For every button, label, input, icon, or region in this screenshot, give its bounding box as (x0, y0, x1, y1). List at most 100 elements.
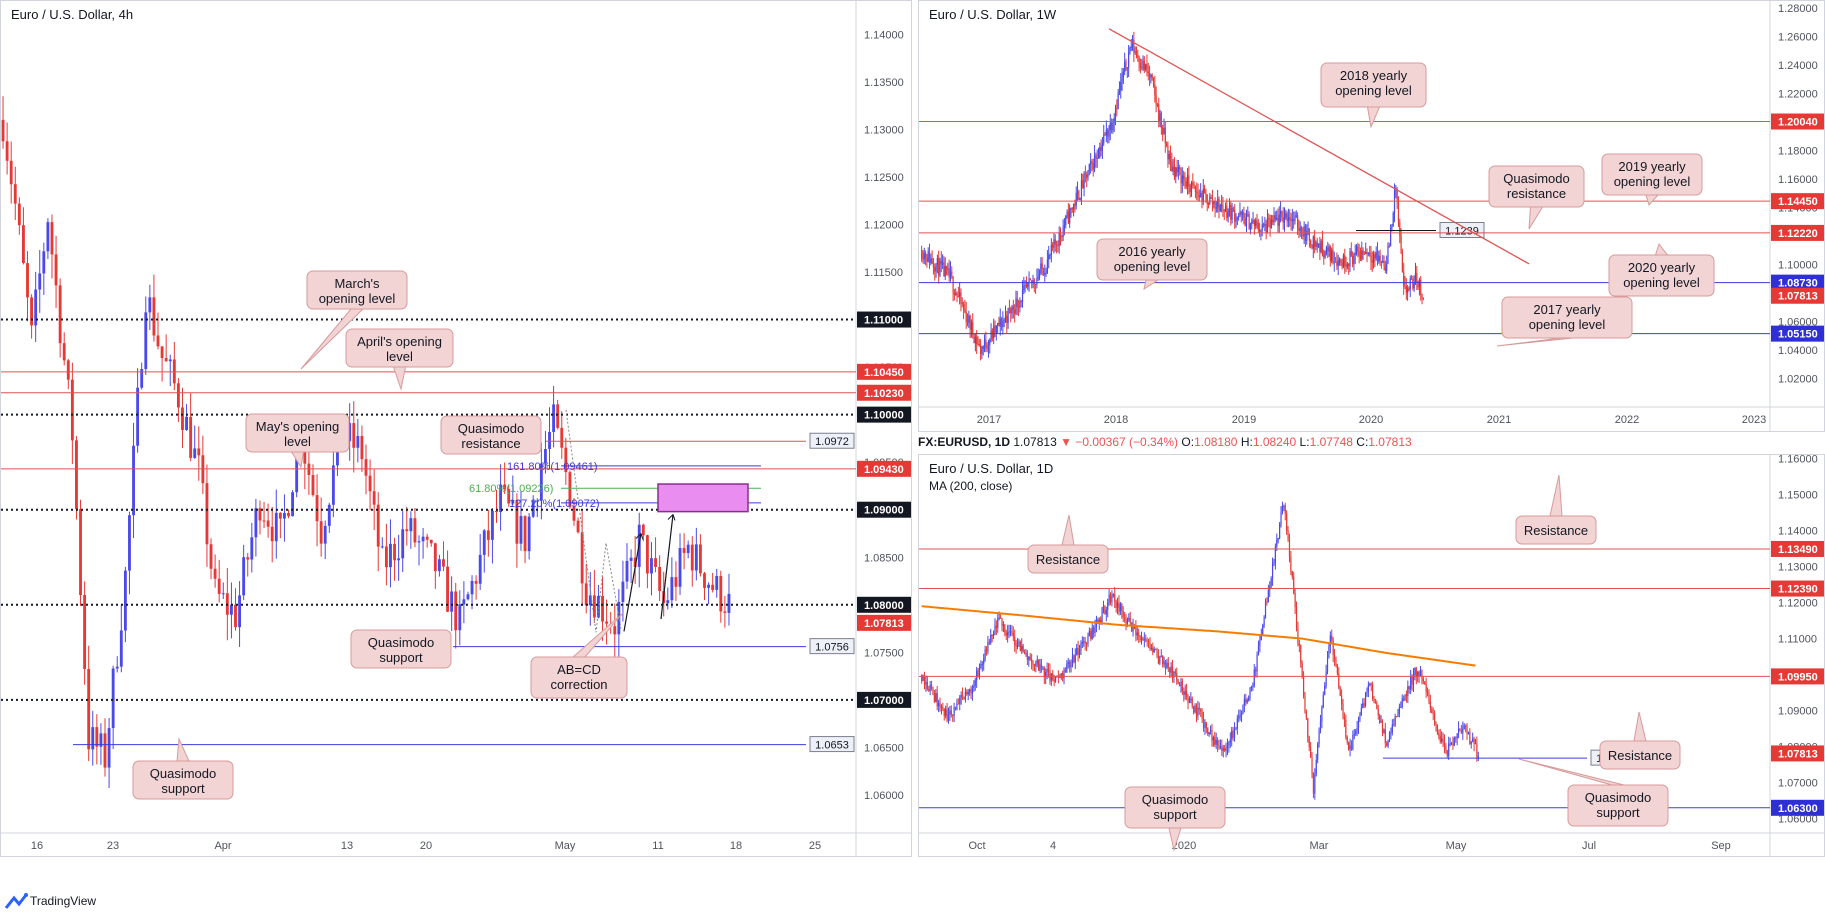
candle-body (990, 634, 992, 644)
candle-body (1348, 742, 1350, 750)
candle-body (1359, 714, 1361, 720)
candle-body (327, 504, 331, 526)
candle-body (1276, 217, 1278, 220)
candle-body (955, 293, 957, 295)
ma-indicator-label[interactable]: MA (200, close) (929, 479, 1013, 493)
candle-body (437, 559, 441, 572)
candle-body (947, 714, 950, 721)
candle-body (1032, 280, 1034, 284)
candle-body (1200, 193, 1202, 198)
candle-body (1403, 698, 1405, 701)
candle-body (1365, 251, 1367, 255)
price-tick-label: 1.06500 (864, 742, 904, 754)
chart-panel-weekly[interactable]: 1.280001.260001.240001.220001.200001.180… (918, 0, 1825, 432)
candle-body (1308, 228, 1310, 241)
candle-body (254, 508, 258, 538)
candle-body (1278, 214, 1280, 226)
candle-body (1307, 228, 1309, 231)
candle-body (1295, 606, 1298, 628)
candle-body (128, 515, 131, 571)
price-tick-label: 1.11000 (1778, 634, 1817, 646)
chart-daily-canvas[interactable]: 1.16000 1.15000 1.14000 1.13000 1.12000 1.110… (919, 455, 1825, 857)
candle-body (1256, 655, 1258, 672)
candle-body (1155, 648, 1157, 650)
high-value: 1.08240 (1252, 435, 1297, 449)
price-tick-label: 1.13000 (1778, 562, 1818, 574)
price-tick-label: 1.13500 (864, 77, 904, 89)
candle-body (950, 710, 952, 715)
candle-body (258, 508, 262, 521)
candle-body (1319, 243, 1321, 252)
callout-pointer (1645, 194, 1660, 206)
candle-body (197, 448, 201, 456)
candle-body (1027, 282, 1029, 287)
chart-4h-canvas[interactable]: 1.14000 1.13500 1.13000 1.12500 1.12000 1.115… (1, 1, 912, 857)
candle-body (1302, 677, 1305, 696)
candle-body (1167, 662, 1169, 668)
candle-body (1326, 657, 1329, 672)
symbol-name[interactable]: FX:EURUSD, 1D (918, 435, 1011, 449)
candle-body (987, 641, 989, 652)
candle-body (1012, 306, 1014, 310)
candle-body (957, 703, 959, 705)
candle-body (1371, 260, 1373, 263)
candle-body (1414, 273, 1417, 284)
candle-body (1020, 300, 1022, 303)
price-axis-badge-label: 1.12390 (1778, 584, 1818, 596)
candle-body (1261, 224, 1263, 230)
chart-weekly-canvas[interactable]: 1.280001.260001.240001.220001.200001.180… (919, 1, 1825, 432)
candle-body (1155, 94, 1157, 105)
price-tick-label: 1.07500 (864, 647, 904, 659)
candle-body (1173, 166, 1176, 178)
candle-body (964, 309, 966, 312)
candle-body (1358, 251, 1360, 256)
candle-body (1049, 670, 1051, 681)
candle-body (1477, 756, 1479, 758)
candle-body (1318, 730, 1320, 745)
candle-body (1002, 321, 1004, 327)
candle-body (1078, 191, 1080, 200)
candle-body (1100, 619, 1102, 623)
chart-panel-daily[interactable]: 1.16000 1.15000 1.14000 1.13000 1.12000 1.110… (918, 454, 1825, 857)
candle-body (572, 506, 576, 521)
candle-body (1110, 122, 1113, 131)
candle-body (213, 568, 217, 579)
candle-body (1283, 505, 1285, 507)
tradingview-footer[interactable]: TradingView (0, 889, 300, 913)
candle-body (152, 297, 156, 336)
candle-body (969, 689, 971, 692)
price-tick-label: 1.18000 (1778, 146, 1818, 158)
candle-body (1384, 265, 1386, 271)
price-axis-badge-label: 1.07813 (864, 618, 904, 630)
candle-body (1160, 113, 1162, 128)
candle-body (935, 264, 937, 272)
candle-body (1186, 175, 1189, 187)
candle-body (1412, 674, 1415, 685)
candle-body (719, 575, 723, 612)
candle-body (1077, 647, 1079, 655)
time-tick-label: Oct (968, 840, 985, 852)
candle-body (229, 604, 233, 615)
candle-body (1353, 734, 1355, 736)
candle-body (1060, 673, 1062, 678)
candle-body (1050, 673, 1052, 681)
candle-body (527, 516, 531, 552)
candle-body (1298, 228, 1300, 232)
candle-body (1257, 222, 1259, 231)
candle-body (1409, 278, 1411, 290)
chart-panel-4h[interactable]: 1.14000 1.13500 1.13000 1.12500 1.12000 1.115… (0, 0, 912, 857)
candle-body (1225, 748, 1227, 751)
candle-body (1107, 129, 1109, 137)
candle-body (1455, 737, 1457, 739)
candle-body (1019, 300, 1021, 308)
candle-body (1067, 211, 1069, 224)
candle-body (1213, 201, 1215, 204)
candle-body (556, 404, 560, 428)
candle-body (1117, 92, 1119, 109)
candle-body (1294, 216, 1296, 222)
candle-body (1203, 188, 1206, 194)
price-axis-badge-label: 1.08730 (1778, 278, 1818, 290)
candle-body (605, 621, 609, 624)
candle-body (936, 257, 938, 265)
candle-body (1084, 173, 1086, 175)
